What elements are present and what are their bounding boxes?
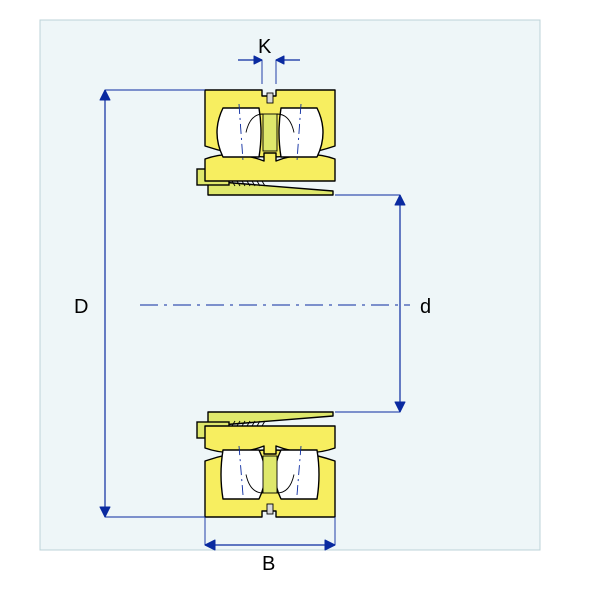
label-d: d	[420, 296, 431, 319]
label-D: D	[74, 296, 88, 319]
diagram-svg	[0, 0, 600, 600]
label-K: K	[258, 36, 271, 59]
label-B: B	[262, 553, 275, 576]
bearing-diagram: D d B K	[0, 0, 600, 600]
